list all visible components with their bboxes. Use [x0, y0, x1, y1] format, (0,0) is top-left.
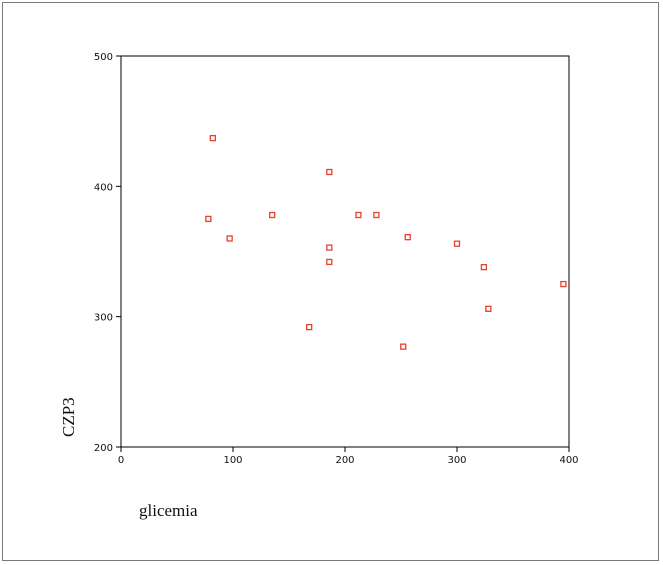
data-points [205, 134, 567, 350]
y-axis-title: CZP3 [59, 397, 78, 437]
y-tick-label: 400 [94, 182, 113, 193]
y-tick-label: 300 [94, 313, 113, 324]
data-point [373, 211, 380, 219]
data-point [453, 240, 461, 247]
x-tick-label: 400 [559, 455, 578, 466]
y-tick-label: 200 [94, 443, 113, 454]
y-axis: 200 300 400 500 [94, 52, 121, 454]
x-tick-label: 200 [335, 455, 354, 466]
data-point [480, 263, 488, 271]
x-tick-label: 0 [118, 455, 124, 466]
x-tick-label: 300 [447, 455, 466, 466]
plot-area [120, 55, 570, 448]
data-point [269, 211, 276, 219]
data-point [355, 211, 362, 219]
data-point [404, 234, 411, 241]
x-axis: 0 100 200 300 400 [118, 447, 579, 466]
data-point [560, 280, 567, 288]
data-point [326, 244, 333, 251]
data-point [226, 235, 233, 242]
data-point [400, 343, 407, 350]
data-point [326, 168, 333, 176]
data-point [209, 134, 216, 142]
data-point [326, 258, 333, 266]
x-tick-label: 100 [223, 455, 242, 466]
data-point [205, 215, 212, 223]
y-tick-label: 500 [94, 52, 113, 63]
data-point [485, 305, 492, 312]
data-point [306, 323, 313, 331]
x-axis-title: glicemia [139, 501, 198, 520]
